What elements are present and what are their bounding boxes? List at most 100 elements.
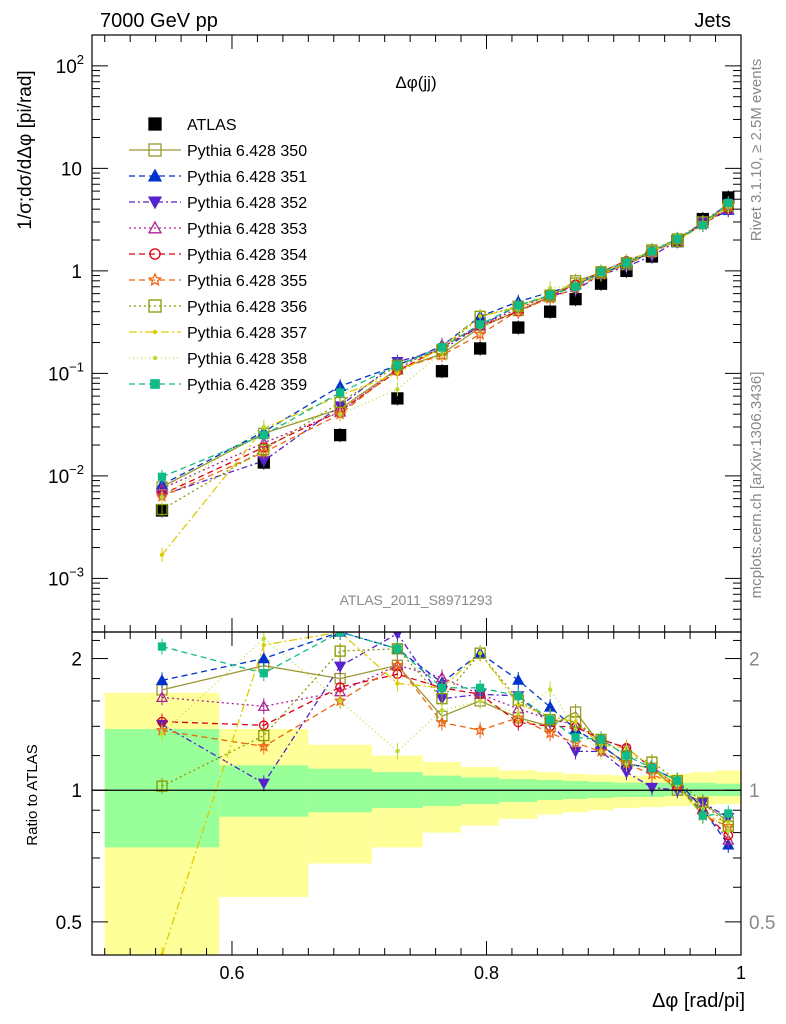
point-top-s6-p5 [473,327,487,340]
legend: ATLAS Pythia 6.428 350 Pythia 6.428 351 Pyt… [129,117,307,394]
point-ratio-s8-p6 [516,702,521,707]
legend-label-6: Pythia 6.428 355 [187,273,307,290]
point-ratio-s3-p3 [393,632,402,640]
point-top-s8-p3 [395,371,400,376]
point-top-s10-p3 [393,361,402,370]
legend-marker-5 [149,248,161,260]
point-ratio-s9-p5 [477,698,483,704]
point-top-s0-p7 [543,305,557,318]
legend-entry-6: Pythia 6.428 355 [129,272,307,290]
legend-label-9: Pythia 6.428 358 [187,351,307,368]
legend-marker-9 [152,355,158,361]
point-top-s10-p2 [335,388,345,397]
chart-title: Δφ(jj) [395,73,436,92]
point-ratio-s10-p1 [259,669,268,678]
point-top-s10-p4 [437,343,447,352]
legend-label-2: Pythia 6.428 351 [187,169,307,186]
point-top-s10-p9 [596,267,606,276]
legend-entry-9: Pythia 6.428 358 [129,351,307,368]
line-ratio-series-7 [161,648,729,827]
legend-label-8: Pythia 6.428 357 [187,325,307,342]
band-inner-bin-13 [690,782,716,797]
point-ratio-s7-p1 [258,729,270,742]
point-top-s10-p8 [571,282,580,291]
point-ratio-s9-p1 [261,636,266,641]
point-ratio-s9-p14 [726,828,731,833]
point-ratio-s10-p6 [514,691,523,701]
point-top-s0-p6 [512,321,525,334]
legend-entry-2: Pythia 6.428 351 [129,168,307,186]
x-tick-label-2: 1 [736,963,746,983]
y-tick-label-0: 10−3 [48,564,84,590]
ratio-panel-frame [91,631,742,956]
point-ratio-s2-p6 [512,673,525,685]
point-top-s0-p4 [435,365,449,378]
y-tick-label-1: 10−2 [48,462,84,488]
line-ratio-series-6 [161,664,729,827]
point-top-s8-p0 [159,552,165,557]
point-ratio-s10-p7 [545,715,555,724]
point-ratio-s10-p5 [475,683,485,692]
y-tick-label-5: 102 [56,52,84,78]
point-top-s0-p2 [333,428,347,442]
point-ratio-s7-p2 [334,645,346,657]
point-ratio-s3-p1 [257,778,270,790]
point-ratio-s9-p7 [547,687,553,692]
point-top-s7-p1 [258,444,270,456]
legend-label-7: Pythia 6.428 356 [187,299,307,316]
point-ratio-s10-p13 [698,811,707,820]
point-ratio-s9-p10 [624,761,629,766]
ratio-tick-label-left-2: 2 [71,650,82,671]
header-right: Jets [694,10,731,32]
legend-label-0: ATLAS [187,117,237,134]
point-ratio-s10-p14 [724,809,733,818]
rivet-label: Rivet 3.1.10, ≥ 2.5M events [748,59,765,242]
point-ratio-s10-p11 [647,763,657,773]
legend-marker-1 [148,143,162,157]
point-ratio-s2-p0 [155,674,169,686]
point-ratio-s9-p9 [598,749,604,754]
point-ratio-s8-p3 [395,681,400,686]
point-ratio-s6-p7 [543,726,557,739]
point-ratio-s10-p4 [437,683,447,692]
point-ratio-s10-p2 [335,632,345,637]
point-top-s10-p5 [475,320,485,329]
legend-marker-3 [147,196,163,210]
point-top-s10-p14 [724,198,733,208]
point-ratio-s3-p2 [334,661,347,673]
line-top-series-7 [161,205,729,511]
point-top-s10-p11 [647,247,657,256]
legend-marker-4 [147,220,163,234]
series-markers [155,190,735,955]
point-ratio-s10-p3 [393,644,402,653]
point-top-s10-p1 [259,430,268,440]
legend-entry-8: Pythia 6.428 357 [129,325,307,342]
point-top-s9-p7 [547,285,553,291]
ratio-tick-label-left-0: 0.5 [56,913,82,934]
point-top-s10-p6 [514,301,523,310]
legend-label-3: Pythia 6.428 352 [187,195,307,212]
point-top-s10-p7 [545,290,555,300]
header-left: 7000 GeV pp [100,10,218,32]
point-ratio-s10-p12 [673,776,682,785]
ratio-tick-label-right-2: 2 [749,650,760,671]
ratio-tick-label-right-1: 1 [749,781,760,802]
y-axis-label: 1/σ;dσ/dΔφ [pi/rad] [15,70,36,229]
legend-entry-3: Pythia 6.428 352 [129,195,307,212]
y-tick-label-4: 10 [61,159,82,180]
legend-label-10: Pythia 6.428 359 [187,377,307,394]
point-ratio-s10-p8 [571,733,580,742]
ratio-y-axis-label: Ratio to ATLAS [24,744,41,845]
point-ratio-s9-p3 [395,748,400,754]
legend-label-5: Pythia 6.428 354 [187,247,307,264]
point-ratio-s6-p4 [435,715,449,728]
point-ratio-s4-p0 [155,691,169,703]
line-top-series-3 [161,203,729,496]
point-top-s9-p3 [395,387,400,392]
point-ratio-s5-p2 [335,682,346,693]
legend-entry-0: ATLAS [148,117,237,134]
legend-entry-4: Pythia 6.428 353 [129,220,307,238]
point-ratio-s10-p10 [622,751,631,760]
point-ratio-s9-p2 [337,698,343,704]
top-panel-markers [155,190,735,562]
